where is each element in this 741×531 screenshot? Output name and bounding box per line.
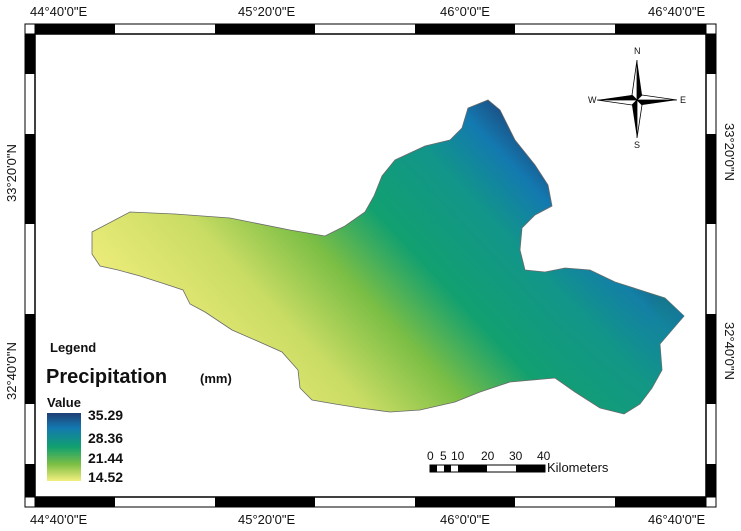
legend-class-3: 21.44: [88, 450, 124, 466]
scale-tick-20: 20: [481, 449, 495, 463]
precipitation-surface: [91, 99, 685, 415]
legend-class-4: 14.52: [88, 469, 124, 485]
north-arrow-n: N: [634, 46, 641, 56]
scale-tick-30: 30: [509, 449, 523, 463]
legend-color-ramp: [47, 413, 81, 481]
graticule-top-2: 45°20'0"E: [238, 4, 296, 19]
scale-tick-10: 10: [451, 449, 465, 463]
north-arrow-s: S: [634, 140, 641, 150]
legend-title: Legend: [50, 340, 97, 355]
graticule-top-4: 46°40'0"E: [648, 4, 706, 19]
graticule-left-2: 32°40'0"N: [4, 342, 19, 400]
graticule-left-1: 33°20'0"N: [4, 144, 19, 202]
graticule-top-1: 44°40'0"E: [30, 4, 88, 19]
graticule-bottom-1: 44°40'0"E: [30, 512, 88, 527]
north-arrow-e: E: [680, 95, 687, 105]
graticule-right-2: 32°40'0"N: [722, 322, 737, 380]
graticule-bottom-3: 46°0'0"E: [440, 512, 490, 527]
graticule-bottom-4: 46°40'0"E: [648, 512, 706, 527]
legend-unit: (mm): [200, 371, 232, 386]
legend-class-2: 28.36: [88, 430, 124, 446]
north-arrow-icon: [596, 59, 678, 139]
scale-tick-5: 5: [440, 449, 447, 463]
legend-value-label: Value: [47, 395, 81, 410]
graticule-top-3: 46°0'0"E: [440, 4, 490, 19]
legend-variable: Precipitation: [46, 366, 168, 388]
scale-tick-0: 0: [427, 449, 434, 463]
graticule-bottom-2: 45°20'0"E: [238, 512, 296, 527]
legend-class-1: 35.29: [88, 407, 124, 423]
north-arrow-w: W: [588, 95, 597, 105]
graticule-right-1: 33°20'0"N: [722, 123, 737, 181]
scale-bar: [429, 464, 546, 473]
scale-tick-40: 40: [537, 449, 551, 463]
scale-unit: Kilometers: [547, 460, 609, 475]
